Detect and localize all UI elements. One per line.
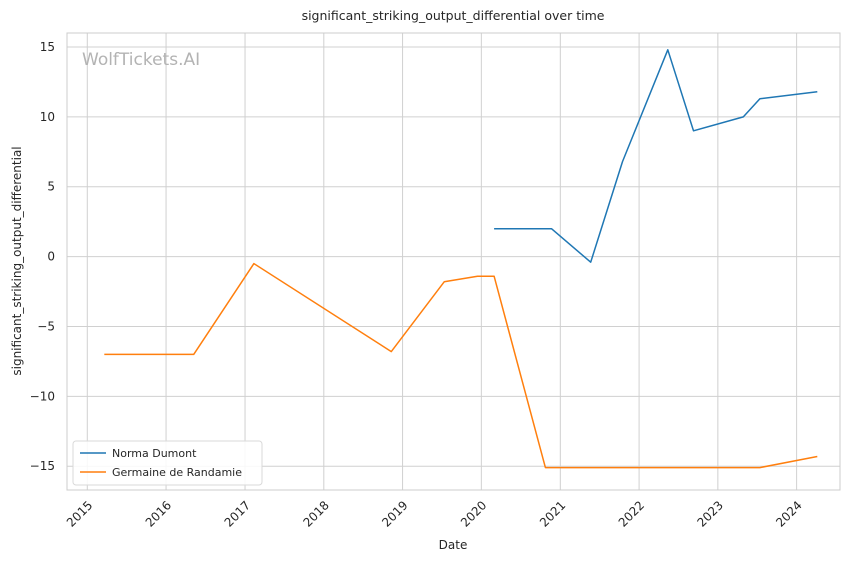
legend-label-norma-dumont: Norma Dumont bbox=[112, 447, 197, 460]
x-tick-label: 2016 bbox=[143, 498, 174, 529]
x-tick-label: 2021 bbox=[537, 498, 568, 529]
x-tick-label: 2015 bbox=[64, 498, 95, 529]
watermark: WolfTickets.AI bbox=[82, 50, 200, 70]
legend: Norma Dumont Germaine de Randamie bbox=[72, 440, 263, 486]
y-axis-label: significant_striking_output_differential bbox=[10, 146, 24, 375]
y-axis-ticks: 15 10 5 0 −5 −10 −15 bbox=[30, 40, 55, 473]
legend-label-germaine-de-randamie: Germaine de Randamie bbox=[112, 466, 242, 479]
series-layer bbox=[104, 49, 818, 469]
x-axis-label: Date bbox=[439, 538, 468, 552]
x-tick-label: 2024 bbox=[773, 498, 804, 529]
y-tick-label: 0 bbox=[47, 250, 55, 264]
x-tick-label: 2018 bbox=[300, 498, 331, 529]
grid bbox=[67, 33, 840, 490]
x-tick-label: 2022 bbox=[616, 498, 647, 529]
x-tick-label: 2019 bbox=[379, 498, 410, 529]
y-tick-label: −5 bbox=[37, 319, 55, 333]
legend-box bbox=[72, 440, 263, 486]
plot-frame bbox=[66, 32, 841, 491]
chart-title: significant_striking_output_differential… bbox=[302, 8, 605, 23]
x-tick-label: 2023 bbox=[694, 498, 725, 529]
x-tick-label: 2020 bbox=[458, 498, 489, 529]
y-tick-label: 5 bbox=[47, 180, 55, 194]
x-axis-ticks: 2015 2016 2017 2018 2019 2020 2021 2022 2023 2024 bbox=[64, 498, 805, 529]
x-tick-label: 2017 bbox=[222, 498, 253, 529]
y-tick-label: 15 bbox=[40, 40, 55, 54]
y-tick-label: 10 bbox=[40, 110, 55, 124]
y-tick-label: −10 bbox=[30, 389, 55, 403]
series-line-norma-dumont bbox=[494, 49, 818, 263]
series-line-germaine-de-randamie bbox=[104, 262, 818, 469]
y-tick-label: −15 bbox=[30, 459, 55, 473]
